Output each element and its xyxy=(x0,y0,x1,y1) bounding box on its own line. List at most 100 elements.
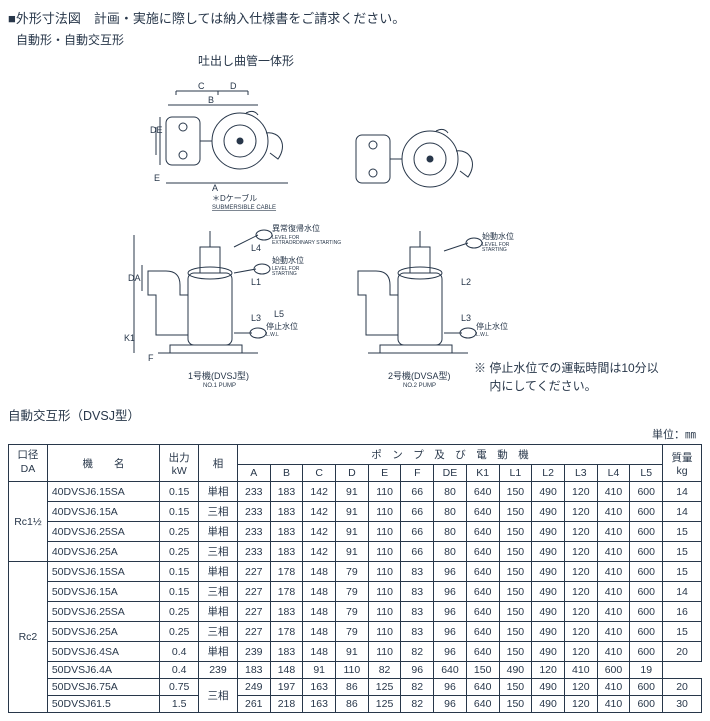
dim-cell: 91 xyxy=(336,642,369,662)
dim-cell: 183 xyxy=(237,662,270,679)
dim-cell: 178 xyxy=(270,582,303,602)
svg-text:L4: L4 xyxy=(251,243,261,253)
dim-cell: 110 xyxy=(368,602,401,622)
dim-cell: 150 xyxy=(499,582,532,602)
hdr-dim: F xyxy=(401,465,434,482)
dim-cell: 66 xyxy=(401,542,434,562)
dim-cell: 66 xyxy=(401,482,434,502)
dim-cell: 227 xyxy=(237,602,270,622)
dim-cell: 79 xyxy=(336,622,369,642)
phase-cell: 単相 xyxy=(199,602,238,622)
dim-cell: 96 xyxy=(434,642,467,662)
dim-cell: 110 xyxy=(368,562,401,582)
dim-cell: 640 xyxy=(466,542,499,562)
dim-cell: 96 xyxy=(434,622,467,642)
phase-cell: 三相 xyxy=(199,622,238,642)
model-cell: 40DVSJ6.15A xyxy=(47,502,159,522)
dim-cell: 239 xyxy=(237,642,270,662)
kg-cell: 16 xyxy=(663,602,702,622)
dim-cell: 600 xyxy=(630,642,663,662)
dim-cell: 410 xyxy=(597,502,630,522)
marker: ■ xyxy=(8,11,16,26)
svg-text:異常復帰水位: 異常復帰水位 xyxy=(272,223,320,233)
table-row: Rc1½40DVSJ6.15SA0.15単相233183142911106680… xyxy=(9,482,702,502)
dim-cell: 91 xyxy=(303,662,336,679)
diagram-area: C D B DE E A ＊Dケーブル SUBMERSIBLE xyxy=(8,71,702,391)
spec-table: 口径 DA 機 名 出力 kW 相 ポ ン プ 及 び 電 動 機 質量 kg … xyxy=(8,444,702,713)
model-cell: 50DVSJ6.25SA xyxy=(47,602,159,622)
table-row: 50DVSJ6.75A0.75三相24919716386125829664015… xyxy=(9,679,702,696)
table-row: 50DVSJ6.25A0.25三相22717814879110839664015… xyxy=(9,622,702,642)
phase-cell: 三相 xyxy=(199,582,238,602)
dim-cell: 150 xyxy=(499,642,532,662)
dim-cell: 91 xyxy=(336,522,369,542)
dim-cell: 600 xyxy=(630,602,663,622)
svg-text:L2: L2 xyxy=(461,277,471,287)
svg-text:SUBMERSIBLE CABLE: SUBMERSIBLE CABLE xyxy=(212,205,276,211)
kw-cell: 0.75 xyxy=(160,679,199,696)
dim-cell: 120 xyxy=(564,679,597,696)
svg-text:始動水位: 始動水位 xyxy=(272,255,304,265)
table-row: Rc250DVSJ6.15SA0.15単相2271781487911083966… xyxy=(9,562,702,582)
dim-cell: 227 xyxy=(237,562,270,582)
dim-cell: 178 xyxy=(270,622,303,642)
dim-cell: 110 xyxy=(368,522,401,542)
model-cell: 50DVSJ6.15A xyxy=(47,582,159,602)
svg-text:1号機(DVSJ型): 1号機(DVSJ型) xyxy=(188,370,249,381)
dim-cell: 490 xyxy=(532,562,565,582)
dim-cell: 640 xyxy=(466,502,499,522)
dim-cell: 150 xyxy=(499,542,532,562)
kw-cell: 0.25 xyxy=(160,622,199,642)
kg-cell: 14 xyxy=(663,582,702,602)
dim-cell: 82 xyxy=(401,696,434,713)
dim-cell: 183 xyxy=(270,482,303,502)
svg-text:C: C xyxy=(198,81,205,91)
dim-cell: 261 xyxy=(237,696,270,713)
svg-text:2号機(DVSA型): 2号機(DVSA型) xyxy=(388,370,451,381)
dim-cell: 91 xyxy=(336,542,369,562)
dim-cell: 410 xyxy=(597,522,630,542)
dim-cell: 110 xyxy=(368,622,401,642)
dim-cell: 490 xyxy=(532,679,565,696)
kw-cell: 0.15 xyxy=(160,482,199,502)
technical-drawing: C D B DE E A ＊Dケーブル SUBMERSIBLE xyxy=(8,71,688,391)
dim-cell: 640 xyxy=(466,602,499,622)
dim-cell: 183 xyxy=(270,542,303,562)
dim-cell: 120 xyxy=(564,642,597,662)
svg-text:EXTRAORDINARY STARTING: EXTRAORDINARY STARTING xyxy=(272,240,341,246)
dim-cell: 110 xyxy=(368,582,401,602)
dim-cell: 600 xyxy=(630,502,663,522)
dim-cell: 227 xyxy=(237,582,270,602)
table-row: 40DVSJ6.25A0.25三相23318314291110668064015… xyxy=(9,542,702,562)
dim-cell: 640 xyxy=(466,642,499,662)
dim-cell: 142 xyxy=(303,542,336,562)
kg-cell: 20 xyxy=(663,679,702,696)
kg-cell: 14 xyxy=(663,502,702,522)
model-cell: 40DVSJ6.15SA xyxy=(47,482,159,502)
dim-cell: 600 xyxy=(630,482,663,502)
dim-cell: 183 xyxy=(270,642,303,662)
svg-text:NO.1 PUMP: NO.1 PUMP xyxy=(203,383,236,389)
dim-cell: 120 xyxy=(564,562,597,582)
dim-cell: 410 xyxy=(597,622,630,642)
dim-cell: 490 xyxy=(532,582,565,602)
dim-cell: 150 xyxy=(499,522,532,542)
dim-cell: 110 xyxy=(368,542,401,562)
dim-cell: 163 xyxy=(303,679,336,696)
dim-cell: 600 xyxy=(630,679,663,696)
dim-cell: 148 xyxy=(303,602,336,622)
table-row: 50DVSJ61.51.5261218163861258296640150490… xyxy=(9,696,702,713)
dim-cell: 600 xyxy=(630,696,663,713)
svg-text:始動水位: 始動水位 xyxy=(482,231,514,241)
dim-cell: 80 xyxy=(434,522,467,542)
dim-cell: 150 xyxy=(499,502,532,522)
svg-text:L.W.L: L.W.L xyxy=(476,332,489,338)
kw-cell: 0.15 xyxy=(160,562,199,582)
dim-cell: 142 xyxy=(303,482,336,502)
dim-cell: 490 xyxy=(532,642,565,662)
hdr-phase: 相 xyxy=(199,445,238,482)
dim-cell: 148 xyxy=(270,662,303,679)
subtitle-1: 自動形・自動交互形 xyxy=(16,31,702,48)
page-title: ■外形寸法図 計画・実施に際しては納入仕様書をご請求ください。 xyxy=(8,8,702,27)
svg-text:L3: L3 xyxy=(251,313,261,323)
